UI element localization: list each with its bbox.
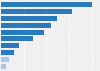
Bar [1,64,6,69]
Bar [1,57,9,62]
Bar [1,16,57,21]
Bar [1,43,19,48]
Bar [1,50,14,55]
Bar [1,30,44,35]
Bar [1,9,72,14]
Bar [1,2,92,7]
Bar [1,23,51,28]
Bar [1,36,33,41]
